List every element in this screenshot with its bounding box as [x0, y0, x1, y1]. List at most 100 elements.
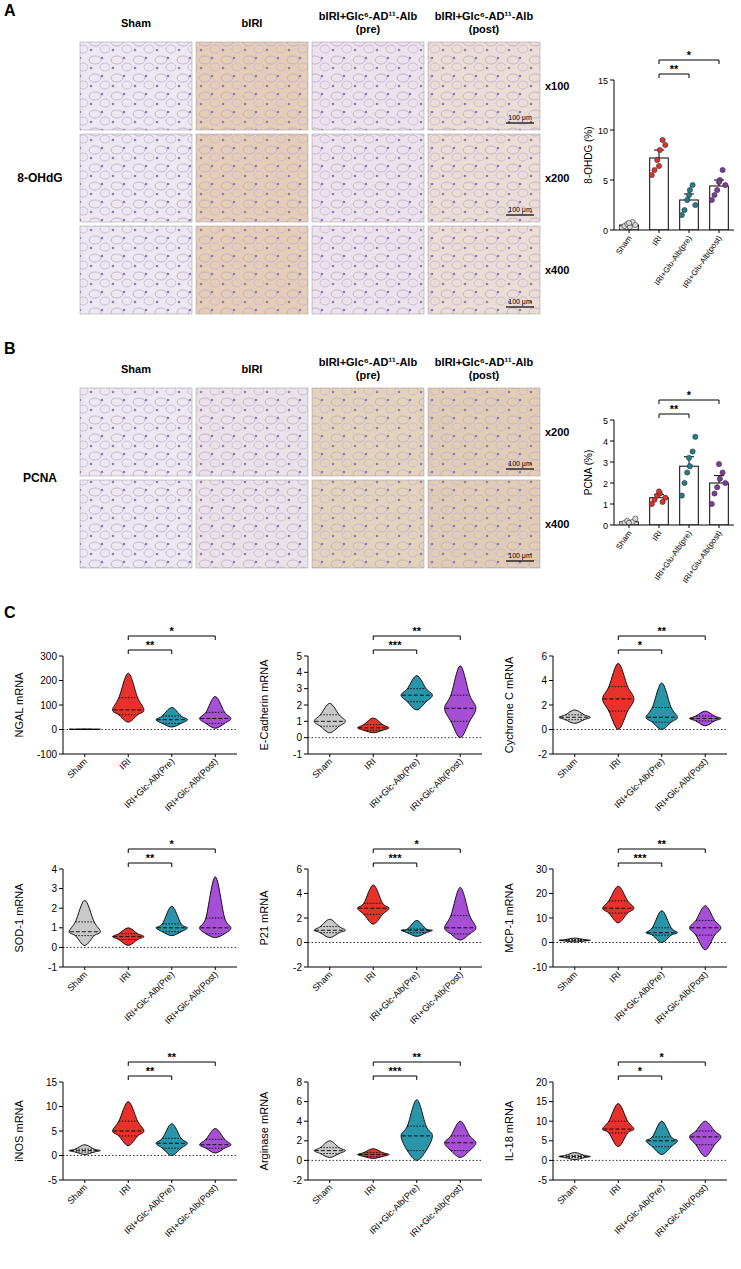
x-axis — [308, 1180, 482, 1181]
bar — [680, 466, 699, 525]
bar — [710, 483, 729, 525]
x-tick-label: IRI+Glu-Alb(post) — [681, 234, 724, 290]
micrograph — [312, 42, 424, 130]
significance-label: ** — [412, 625, 421, 637]
column-header: Sham — [121, 17, 151, 29]
plot-area — [63, 1102, 237, 1156]
x-tick-label: IRI — [650, 234, 663, 248]
y-tick-label: -1 — [48, 962, 57, 973]
y-tick-label: 2 — [603, 479, 608, 489]
violin — [200, 696, 231, 728]
x-tick — [329, 1180, 330, 1183]
data-point — [693, 434, 698, 439]
header-line: bIRI — [242, 17, 263, 29]
x-tick-label: IRI — [607, 969, 622, 984]
y-tick-label: 2 — [296, 700, 302, 711]
quartile-line — [451, 695, 470, 696]
y-tick-label: 10 — [536, 913, 548, 924]
x-tick-label: IRI — [117, 1182, 132, 1197]
header-line: (pre) — [356, 23, 381, 35]
x-tick — [719, 230, 720, 233]
micrograph — [80, 388, 192, 476]
y-axis-title: P21 mRNA — [258, 890, 270, 946]
x-tick-label: Sham — [555, 1182, 579, 1206]
x-tick — [215, 754, 216, 757]
y-tick-label: 5 — [603, 176, 608, 186]
x-tick — [705, 967, 706, 970]
y-tick — [59, 680, 63, 681]
x-axis — [63, 967, 237, 968]
x-tick — [329, 967, 330, 970]
data-point — [716, 179, 721, 184]
x-tick-label: Sham — [555, 756, 579, 780]
y-tick-label: 300 — [40, 651, 57, 662]
micrograph — [428, 388, 540, 476]
y-tick — [549, 893, 553, 894]
y-tick-label: 15 — [598, 76, 608, 86]
quartile-line — [206, 1139, 225, 1140]
violin — [401, 920, 432, 936]
x-tick-label: Sham — [310, 756, 334, 780]
significance-label: * — [638, 1065, 643, 1077]
y-tick-label: 5 — [296, 651, 302, 662]
x-tick-label: IRI — [117, 756, 132, 771]
x-tick — [661, 1180, 662, 1183]
data-point — [679, 212, 684, 217]
y-axis — [614, 80, 615, 230]
quartile-line — [320, 926, 339, 927]
quartile-line — [565, 1157, 584, 1158]
quartile-line — [652, 935, 671, 936]
quartile-line — [206, 723, 225, 724]
x-tick — [215, 1180, 216, 1183]
x-tick-label: IRI+Glc-Alb(Post) — [653, 756, 710, 813]
data-point — [682, 480, 687, 485]
y-tick-label: 4 — [51, 864, 57, 875]
y-tick — [610, 130, 614, 131]
x-tick — [574, 754, 575, 757]
x-tick-label: IRI — [650, 529, 663, 543]
y-tick — [304, 705, 308, 706]
median-line — [113, 936, 143, 937]
quartile-line — [206, 712, 225, 713]
significance-label: ** — [146, 1065, 155, 1077]
scale-bar — [506, 214, 534, 215]
quartile-line — [652, 927, 671, 928]
significance-label: *** — [634, 852, 648, 864]
y-tick — [304, 1140, 308, 1141]
y-tick — [610, 180, 614, 181]
plot-area — [553, 1104, 727, 1161]
micrograph — [196, 388, 308, 476]
y-tick — [59, 729, 63, 730]
median-line — [445, 708, 475, 709]
x-tick-label: Sham — [310, 1182, 334, 1206]
y-tick-label: 15 — [536, 1096, 548, 1107]
y-tick-label: 0 — [51, 1150, 57, 1161]
significance-label: *** — [389, 852, 403, 864]
x-tick-label: IRI+Glc-Alb(Post) — [653, 969, 710, 1026]
x-tick-label: IRI — [362, 1182, 377, 1197]
violin — [358, 1149, 389, 1159]
data-point — [720, 470, 725, 475]
x-axis — [308, 754, 482, 755]
x-tick — [373, 967, 374, 970]
y-tick-label: 3 — [296, 683, 302, 694]
plot-area — [63, 673, 237, 729]
violin — [314, 703, 345, 732]
scale-bar-label: 100 μm — [508, 114, 532, 122]
y-tick — [304, 942, 308, 943]
magnification: x400 — [545, 264, 569, 276]
y-tick-label: 1 — [296, 716, 302, 727]
median-line — [157, 1143, 187, 1144]
violin — [603, 886, 634, 923]
y-tick-label: -2 — [293, 1175, 302, 1186]
y-axis-title: 8-OHDG (%) — [583, 126, 594, 183]
y-tick — [304, 754, 308, 755]
quartile-line — [565, 714, 584, 715]
quartile-line — [609, 711, 628, 712]
x-tick — [84, 754, 85, 757]
y-tick — [610, 80, 614, 81]
y-tick — [610, 525, 614, 526]
y-tick — [304, 1101, 308, 1102]
y-tick-label: 10 — [536, 1116, 548, 1127]
violin — [113, 928, 144, 946]
